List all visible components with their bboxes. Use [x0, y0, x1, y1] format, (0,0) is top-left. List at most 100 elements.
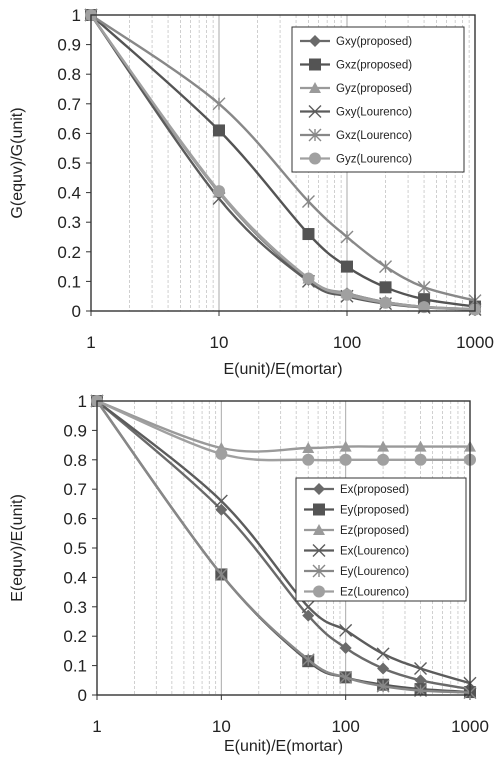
- legend-box: [291, 26, 465, 173]
- legend-label: Gyz(Lourenco): [336, 154, 412, 166]
- legend-marker: [309, 152, 321, 165]
- y-tick-label: 0.8: [57, 65, 81, 84]
- data-point: [377, 440, 390, 452]
- y-tick-label: 0.4: [63, 568, 87, 587]
- legend-label: Ey(proposed): [340, 505, 409, 517]
- data-point: [214, 567, 228, 581]
- y-tick-label: 0.8: [63, 451, 87, 470]
- data-point: [377, 453, 390, 466]
- y-tick-label: 0: [78, 686, 87, 705]
- data-point: [302, 453, 315, 466]
- legend: Gxy(proposed) Gxz(proposed) Gyz(proposed) G…: [291, 26, 465, 173]
- y-axis: 0 0.1 0.2 0.3 0.4 0.5 0.6 0.7 0.8 0.9 1: [57, 6, 91, 321]
- data-point: [379, 296, 392, 309]
- legend-label: Ey(Lourenco): [340, 566, 409, 578]
- y-tick-label: 0.3: [57, 213, 81, 232]
- data-point: [214, 494, 228, 508]
- data-point: [340, 230, 354, 244]
- y-tick-label: 0.5: [63, 539, 87, 558]
- data-point: [414, 453, 427, 466]
- data-point: [302, 272, 315, 285]
- y-tick-label: 0.7: [57, 95, 81, 114]
- data-point: [376, 679, 390, 693]
- series-group: [84, 8, 482, 317]
- data-point: [339, 623, 353, 637]
- data-point: [414, 440, 427, 452]
- y-axis-title: E(equv)/E(unit): [9, 494, 26, 602]
- plot-frame: [96, 400, 471, 696]
- legend-label: Gxz(proposed): [336, 60, 412, 72]
- y-tick-label: 0: [72, 302, 81, 321]
- data-point: [341, 288, 353, 301]
- legend-marker: [309, 58, 321, 71]
- legend-label: Ez(proposed): [340, 525, 409, 537]
- y-tick-label: 0.2: [57, 243, 81, 262]
- series-group: [90, 394, 477, 700]
- legend-marker: [313, 483, 325, 495]
- data-point: [212, 97, 226, 111]
- y-tick-label: 0.1: [57, 272, 81, 291]
- data-point: [215, 503, 228, 516]
- y-tick-label: 0.6: [63, 510, 87, 529]
- data-point: [215, 447, 228, 460]
- x-tick-label: 1000: [451, 717, 489, 736]
- legend-label: Gxy(Lourenco): [336, 107, 412, 119]
- data-point: [418, 301, 431, 314]
- x-axis-title: E(unit)/E(mortar): [224, 738, 343, 755]
- data-point: [213, 124, 225, 137]
- legend-label: Ex(proposed): [340, 484, 409, 496]
- y-tick-label: 1: [78, 392, 87, 411]
- y-tick-label: 0.9: [63, 421, 87, 440]
- chart-elastic-modulus-ratio: 0 0.1 0.2 0.3 0.4 0.5 0.6 0.7 0.8 0.9 1 1 10 100 1000 E…: [9, 392, 489, 755]
- legend-marker: [308, 105, 322, 118]
- x-axis: 1 10 100 1000: [92, 695, 489, 736]
- data-point: [301, 194, 315, 208]
- y-axis: 0 0.1 0.2 0.3 0.4 0.5 0.6 0.7 0.8 0.9 1: [63, 392, 97, 705]
- x-axis-title: E(unit)/E(mortar): [223, 361, 342, 378]
- data-point: [302, 442, 315, 454]
- y-tick-label: 0.5: [57, 154, 81, 173]
- data-point: [301, 653, 315, 667]
- legend-label: Ez(Lourenco): [340, 587, 409, 599]
- legend-label: Gxz(Lourenco): [336, 130, 412, 142]
- series-line: [96, 400, 471, 685]
- legend-marker: [309, 35, 321, 47]
- data-point: [417, 280, 431, 294]
- data-point: [213, 185, 225, 198]
- legend-marker: [313, 585, 325, 598]
- data-point: [377, 662, 390, 675]
- series-line: [90, 14, 476, 302]
- data-point: [379, 260, 393, 274]
- y-tick-label: 0.1: [63, 657, 87, 676]
- data-point: [302, 228, 315, 241]
- y-tick-label: 0.3: [63, 598, 87, 617]
- data-point: [302, 609, 315, 622]
- data-point: [301, 600, 315, 614]
- legend-marker: [312, 544, 326, 557]
- data-point: [339, 440, 352, 452]
- y-tick-label: 0.2: [63, 627, 87, 646]
- legend: Ex(proposed) Ey(proposed) Ez(proposed) Ex(L…: [295, 477, 467, 602]
- legend-marker: [309, 82, 321, 93]
- x-tick-label: 10: [210, 333, 229, 352]
- y-tick-label: 0.4: [57, 184, 81, 203]
- legend-label: Ex(Lourenco): [340, 546, 409, 558]
- x-axis: 1 10 100 1000: [86, 311, 494, 352]
- legend-marker: [312, 564, 326, 578]
- x-tick-label: 100: [331, 717, 359, 736]
- legend-marker: [313, 524, 325, 535]
- plot-frame: [90, 14, 476, 312]
- x-tick-label: 100: [333, 333, 361, 352]
- x-tick-label: 1: [86, 333, 95, 352]
- data-point: [414, 662, 428, 676]
- legend-marker: [308, 128, 322, 142]
- y-tick-label: 0.9: [57, 36, 81, 55]
- y-tick-label: 0.6: [57, 124, 81, 143]
- y-axis-title: G(equv)/G(unit): [9, 107, 26, 218]
- data-point: [339, 641, 352, 654]
- chart-shear-modulus-ratio: 0 0.1 0.2 0.3 0.4 0.5 0.6 0.7 0.8 0.9 1 1 10 100 1000 E…: [9, 6, 494, 378]
- x-tick-label: 1000: [456, 333, 494, 352]
- data-point: [341, 260, 353, 273]
- legend-box: [295, 477, 467, 602]
